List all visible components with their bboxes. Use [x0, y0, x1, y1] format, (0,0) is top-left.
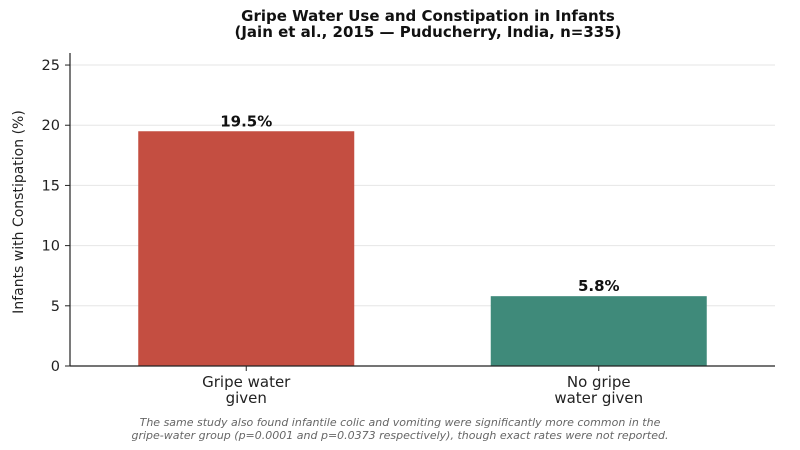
bar-1 — [138, 131, 355, 366]
data-label-1: 19.5% — [220, 112, 272, 130]
y-tick-label: 0 — [51, 359, 60, 375]
chart-title-line-1: Gripe Water Use and Constipation in Infa… — [241, 7, 615, 25]
data-label-2: 5.8% — [578, 277, 620, 295]
x-tick-label-1-line-2: given — [226, 389, 267, 407]
y-tick-label: 5 — [51, 299, 60, 315]
y-tick-label: 25 — [42, 58, 60, 74]
y-tick-label: 10 — [42, 239, 60, 255]
y-tick-label: 15 — [42, 178, 60, 194]
x-tick-label-2-line-2: water given — [554, 389, 643, 407]
x-tick-label-2-line-1: No gripe — [567, 373, 631, 391]
axes — [65, 53, 775, 371]
footnote-line-1: The same study also found infantile coli… — [140, 416, 661, 429]
y-axis-label: Infants with Constipation (%) — [11, 110, 27, 314]
bar-2 — [490, 296, 707, 366]
x-tick-label-1-line-1: Gripe water — [202, 373, 291, 391]
footnote-line-2: gripe-water group (p=0.0001 and p=0.0373… — [131, 429, 668, 442]
chart-title-line-2: (Jain et al., 2015 — Puducherry, India, … — [235, 23, 622, 41]
bars — [138, 131, 707, 366]
y-tick-label: 20 — [42, 118, 60, 134]
